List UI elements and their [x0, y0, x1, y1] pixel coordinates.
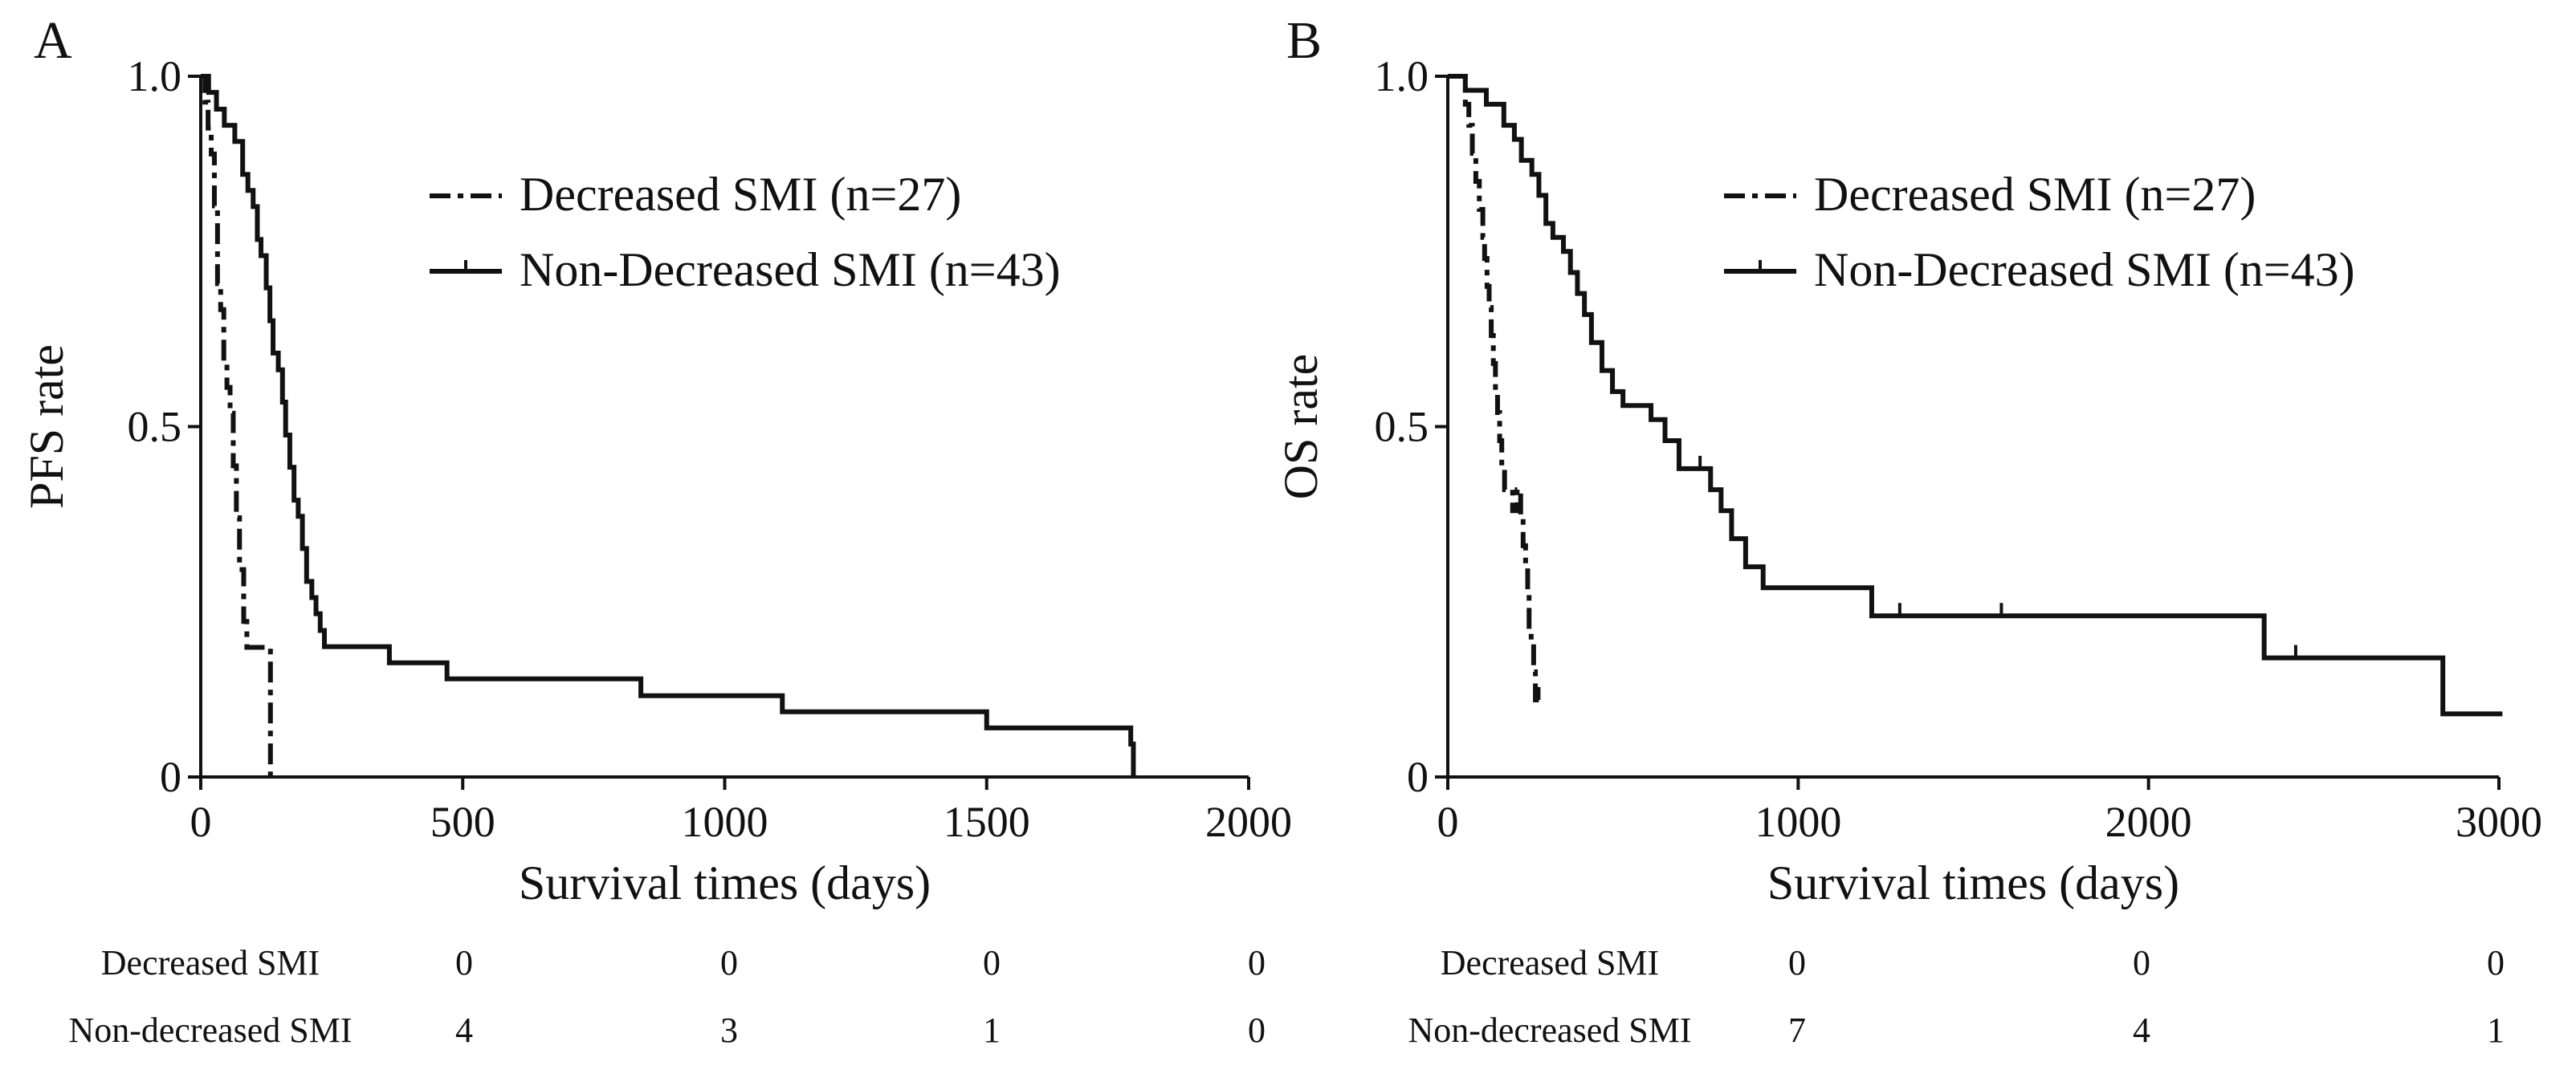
y-axis-title: PFS rate	[20, 344, 73, 509]
y-axis-title: OS rate	[1274, 354, 1327, 500]
x-tick-label: 0	[190, 798, 212, 846]
km-curve-non-decreased	[201, 74, 1136, 777]
y-tick-label: 1.0	[128, 52, 182, 100]
risk-value: 0	[2133, 943, 2150, 982]
legend-label-non-decreased: Non-Decreased SMI (n=43)	[520, 243, 1061, 296]
y-tick-label: 0	[160, 753, 181, 801]
panel-letter-b: B	[1286, 11, 1322, 70]
km-curve-non-decreased	[1448, 74, 2503, 717]
x-tick-label: 1500	[944, 798, 1030, 846]
risk-value: 0	[983, 943, 1001, 982]
risk-value: 1	[2487, 1011, 2505, 1050]
risk-row-label: Decreased SMI	[101, 943, 320, 982]
km-curve-decreased	[201, 74, 273, 777]
risk-value: 0	[1248, 943, 1266, 982]
legend-label-decreased: Decreased SMI (n=27)	[520, 168, 961, 221]
risk-row-label: Decreased SMI	[1441, 943, 1659, 982]
panel-letter-a: A	[34, 11, 72, 70]
y-tick-label: 0.5	[128, 403, 182, 451]
risk-row-label: Non-decreased SMI	[68, 1011, 352, 1050]
legend-label-decreased: Decreased SMI (n=27)	[1814, 168, 2256, 221]
x-tick-label: 1000	[1755, 798, 1841, 846]
risk-value: 1	[983, 1011, 1001, 1050]
risk-value: 4	[2133, 1011, 2150, 1050]
legend-label-non-decreased: Non-Decreased SMI (n=43)	[1814, 243, 2355, 296]
risk-value: 0	[720, 943, 738, 982]
y-tick-label: 0	[1407, 753, 1429, 801]
risk-value: 0	[455, 943, 473, 982]
x-tick-label: 2000	[1205, 798, 1292, 846]
y-tick-label: 1.0	[1375, 52, 1429, 100]
x-tick-label: 2000	[2105, 798, 2192, 846]
risk-value: 3	[720, 1011, 738, 1050]
risk-value: 0	[1788, 943, 1806, 982]
risk-row-label: Non-decreased SMI	[1408, 1011, 1691, 1050]
x-tick-label: 0	[1437, 798, 1459, 846]
x-axis-title: Survival times (days)	[519, 856, 931, 909]
risk-value: 7	[1788, 1011, 1806, 1050]
risk-value: 0	[2487, 943, 2505, 982]
km-curve-decreased	[1448, 74, 1539, 702]
x-tick-label: 1000	[682, 798, 768, 846]
x-tick-label: 3000	[2456, 798, 2542, 846]
y-tick-label: 0.5	[1375, 403, 1429, 451]
x-tick-label: 500	[430, 798, 495, 846]
risk-value: 4	[455, 1011, 473, 1050]
risk-value: 0	[1248, 1011, 1266, 1050]
x-axis-title: Survival times (days)	[1767, 856, 2179, 909]
